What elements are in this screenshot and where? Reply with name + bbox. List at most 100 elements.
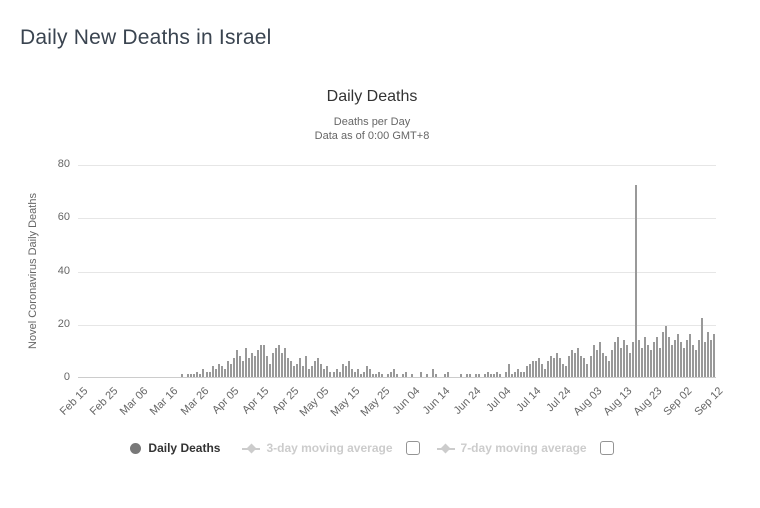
daily-deaths-bar — [344, 366, 347, 377]
daily-deaths-bar — [568, 355, 571, 377]
daily-deaths-bar — [504, 371, 507, 377]
daily-deaths-bar — [377, 371, 380, 377]
daily-deaths-bar — [483, 374, 486, 377]
daily-deaths-bar — [190, 374, 193, 377]
daily-deaths-bar — [314, 361, 317, 377]
daily-deaths-bar — [332, 371, 335, 377]
daily-deaths-bar — [256, 350, 259, 377]
daily-deaths-bar — [205, 371, 208, 377]
daily-deaths-bar — [637, 339, 640, 377]
daily-deaths-bar — [677, 334, 680, 377]
chart-legend: Daily Deaths 3-day moving average 7-day … — [0, 441, 744, 455]
daily-deaths-bar — [619, 347, 622, 377]
legend-item-daily-deaths[interactable]: Daily Deaths — [130, 441, 220, 455]
daily-deaths-bar — [347, 361, 350, 377]
daily-deaths-bar — [299, 358, 302, 377]
daily-deaths-bar — [547, 361, 550, 377]
daily-deaths-bar — [565, 366, 568, 377]
daily-deaths-bar — [232, 358, 235, 377]
daily-deaths-bar — [589, 355, 592, 377]
daily-deaths-bar — [538, 358, 541, 377]
daily-deaths-bar — [665, 326, 668, 377]
daily-deaths-bar — [628, 353, 631, 377]
checkbox-3day-moving-average[interactable] — [405, 441, 420, 455]
daily-deaths-bar — [586, 363, 589, 377]
daily-deaths-bar — [402, 374, 405, 377]
daily-deaths-bar — [181, 374, 184, 377]
daily-deaths-bar — [341, 363, 344, 377]
daily-deaths-bar — [698, 339, 701, 377]
daily-deaths-bar — [510, 374, 513, 377]
plot-area — [78, 165, 716, 378]
daily-deaths-bar — [244, 347, 247, 377]
daily-deaths-bar — [580, 355, 583, 377]
gridline — [78, 218, 716, 220]
daily-deaths-bar — [287, 358, 290, 377]
daily-deaths-bar — [477, 374, 480, 377]
daily-deaths-bar — [374, 374, 377, 377]
y-axis-tick-label: 20 — [57, 317, 70, 330]
chart-header: Daily Deaths Deaths per Day Data as of 0… — [0, 88, 744, 143]
chart-title: Daily Deaths — [326, 88, 418, 105]
daily-deaths-bar — [371, 374, 374, 377]
daily-deaths-bar — [571, 350, 574, 377]
daily-deaths-bar — [562, 363, 565, 377]
daily-deaths-bar — [701, 318, 704, 377]
daily-deaths-bar — [459, 374, 462, 377]
daily-deaths-bar — [356, 369, 359, 377]
legend-label-3day-moving-average: 3-day moving average — [266, 441, 393, 455]
y-axis-tick-label: 40 — [57, 264, 70, 277]
daily-deaths-bar — [601, 353, 604, 377]
daily-deaths-bar — [695, 350, 698, 377]
chart-subtitle: Deaths per Day Data as of 0:00 GMT+8 — [0, 115, 744, 143]
daily-deaths-bar — [386, 374, 389, 377]
daily-deaths-bar — [710, 339, 713, 377]
checkbox-7day-moving-average[interactable] — [599, 441, 614, 455]
daily-deaths-bar — [595, 350, 598, 377]
daily-deaths-bar — [326, 366, 329, 377]
daily-deaths-bar — [634, 185, 637, 377]
daily-deaths-bar — [598, 342, 601, 377]
daily-deaths-bar — [686, 339, 689, 377]
daily-deaths-bar — [610, 350, 613, 377]
daily-deaths-bar — [420, 371, 423, 377]
daily-deaths-bar — [278, 345, 281, 377]
circle-marker-icon — [130, 442, 142, 454]
daily-deaths-bar — [468, 374, 471, 377]
y-axis-tick-label: 0 — [63, 371, 70, 383]
daily-deaths-bar — [607, 361, 610, 377]
daily-deaths-bar — [262, 345, 265, 377]
daily-deaths-bar — [447, 371, 450, 377]
daily-deaths-bar — [513, 371, 516, 377]
legend-label-daily-deaths: Daily Deaths — [148, 441, 221, 455]
daily-deaths-bar — [290, 361, 293, 377]
daily-deaths-bar — [220, 366, 223, 377]
daily-deaths-bar — [526, 366, 529, 377]
daily-deaths-bar — [692, 345, 695, 377]
daily-deaths-bar — [559, 358, 562, 377]
daily-deaths-bar — [674, 339, 677, 377]
daily-deaths-bar — [631, 342, 634, 377]
daily-deaths-bar — [389, 371, 392, 377]
legend-item-3day-moving-average[interactable]: 3-day moving average — [242, 441, 393, 455]
daily-deaths-bar — [495, 371, 498, 377]
daily-deaths-bar — [253, 355, 256, 377]
daily-deaths-bar — [226, 361, 229, 377]
daily-deaths-bar — [523, 371, 525, 377]
daily-deaths-bar — [592, 345, 595, 377]
daily-deaths-bar — [541, 363, 544, 377]
legend-item-7day-moving-average[interactable]: 7-day moving average — [436, 441, 587, 455]
daily-deaths-bar — [683, 347, 686, 377]
daily-deaths-bar — [362, 371, 365, 377]
daily-deaths-bar — [435, 374, 438, 377]
daily-deaths-bar — [284, 347, 287, 377]
daily-deaths-bar — [296, 363, 299, 377]
daily-deaths-bar — [519, 371, 522, 377]
daily-deaths-bar — [247, 358, 250, 377]
daily-deaths-bar — [474, 374, 477, 377]
y-axis-tick-label: 80 — [57, 158, 70, 170]
daily-deaths-bar — [272, 353, 275, 377]
daily-deaths-bar — [713, 334, 716, 377]
daily-deaths-bar — [656, 337, 659, 377]
daily-deaths-bar — [208, 371, 211, 377]
